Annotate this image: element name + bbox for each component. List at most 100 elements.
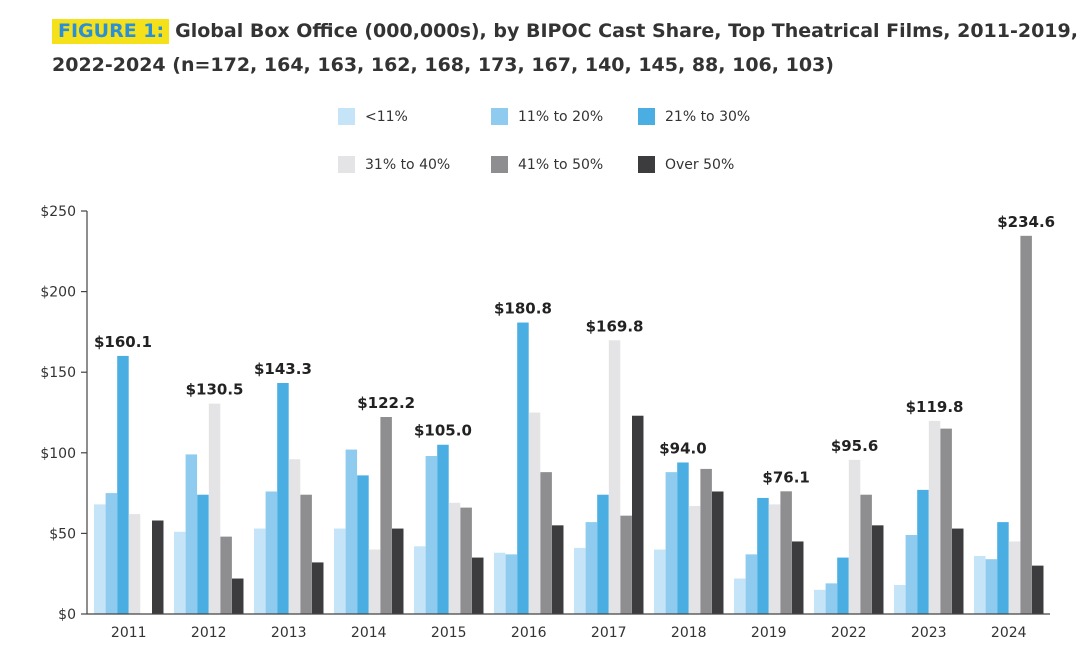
data-label: $160.1	[94, 333, 152, 351]
legend-item: 21% to 30%	[638, 108, 750, 125]
chart-title: FIGURE 1: Global Box Office (000,000s), b…	[52, 14, 1078, 82]
bar	[357, 475, 369, 614]
bar	[425, 456, 438, 614]
bar	[632, 415, 644, 614]
legend-label: Over 50%	[665, 156, 735, 173]
bar	[1032, 565, 1044, 614]
x-tick-label: 2024	[991, 625, 1027, 641]
bar	[757, 497, 769, 614]
bar	[620, 515, 632, 614]
bar	[974, 555, 986, 614]
data-label: $76.1	[762, 468, 809, 486]
legend-label: 21% to 30%	[665, 108, 751, 125]
legend-label: 41% to 50%	[518, 156, 604, 173]
legend-item: Over 50%	[638, 156, 734, 173]
bar	[792, 541, 804, 614]
bar	[585, 522, 598, 614]
legend-swatch	[491, 108, 508, 125]
bar	[208, 403, 221, 614]
bar	[300, 494, 312, 614]
bar	[814, 589, 826, 614]
bar	[597, 494, 609, 614]
x-tick-label: 2022	[831, 625, 867, 641]
y-tick-label: $0	[58, 607, 76, 623]
bar	[860, 494, 872, 614]
data-label: $119.8	[906, 398, 964, 416]
legend-swatch	[338, 156, 355, 173]
bar	[197, 494, 209, 614]
bar	[745, 554, 758, 614]
bar	[265, 491, 278, 614]
legend-item: 11% to 20%	[491, 108, 603, 125]
x-tick-label: 2012	[191, 625, 227, 641]
bar	[540, 472, 552, 614]
bar	[174, 531, 186, 614]
bar	[848, 459, 861, 614]
figure-label: FIGURE 1:	[52, 19, 170, 44]
legend-label: 11% to 20%	[518, 108, 604, 125]
bar	[712, 491, 724, 614]
bar	[985, 559, 998, 614]
x-tick-label: 2017	[591, 625, 627, 641]
bar	[872, 525, 884, 614]
bar	[288, 459, 301, 614]
legend-item: 41% to 50%	[491, 156, 603, 173]
title-line-1: FIGURE 1: Global Box Office (000,000s), b…	[52, 14, 1078, 48]
data-label: $130.5	[186, 381, 244, 399]
bar	[928, 420, 941, 614]
bar	[437, 444, 449, 614]
x-tick-label: 2019	[751, 625, 787, 641]
x-tick-label: 2015	[431, 625, 467, 641]
y-tick-label: $100	[40, 446, 76, 462]
bar	[105, 493, 118, 614]
data-label: $94.0	[659, 439, 706, 457]
bar	[734, 578, 746, 614]
bar	[128, 514, 141, 614]
bar	[94, 504, 106, 614]
data-label: $169.8	[586, 317, 644, 335]
bar	[494, 552, 506, 614]
x-tick-label: 2018	[671, 625, 707, 641]
bar	[345, 449, 358, 614]
bar	[448, 502, 461, 614]
bar	[460, 507, 472, 614]
bar	[940, 428, 952, 614]
legend-swatch	[491, 156, 508, 173]
title-text-1: Global Box Office (000,000s), by BIPOC C…	[175, 20, 1078, 42]
bar	[905, 535, 918, 614]
legend-item: <11%	[338, 108, 408, 125]
x-tick-label: 2023	[911, 625, 947, 641]
data-label: $122.2	[357, 394, 415, 412]
bar	[608, 340, 621, 614]
legend-swatch	[638, 156, 655, 173]
bar	[654, 549, 666, 614]
bar	[780, 491, 792, 614]
chart-legend: <11% 11% to 20% 21% to 30% 31% to 40% 41% to…	[0, 0, 1089, 200]
x-tick-label: 2016	[511, 625, 547, 641]
legend-swatch	[338, 108, 355, 125]
bar	[825, 583, 838, 614]
legend-label: 31% to 40%	[365, 156, 451, 173]
bar	[254, 528, 266, 614]
bar	[700, 468, 712, 614]
bar	[380, 417, 392, 614]
x-tick-label: 2014	[351, 625, 387, 641]
legend-swatch	[638, 108, 655, 125]
x-tick-label: 2013	[271, 625, 307, 641]
bar	[505, 554, 518, 614]
y-tick-label: $200	[40, 285, 76, 301]
data-label: $95.6	[831, 437, 878, 455]
bar	[1020, 235, 1032, 614]
bar	[185, 454, 198, 614]
data-label: $180.8	[494, 300, 552, 318]
bar	[952, 528, 964, 614]
x-tick-label: 2011	[111, 625, 147, 641]
bar	[368, 549, 381, 614]
bar	[414, 546, 426, 614]
bar	[528, 412, 541, 614]
bar	[665, 472, 678, 614]
bar	[312, 562, 324, 614]
bar	[688, 505, 701, 614]
bar	[117, 355, 129, 614]
bar	[1008, 541, 1021, 614]
